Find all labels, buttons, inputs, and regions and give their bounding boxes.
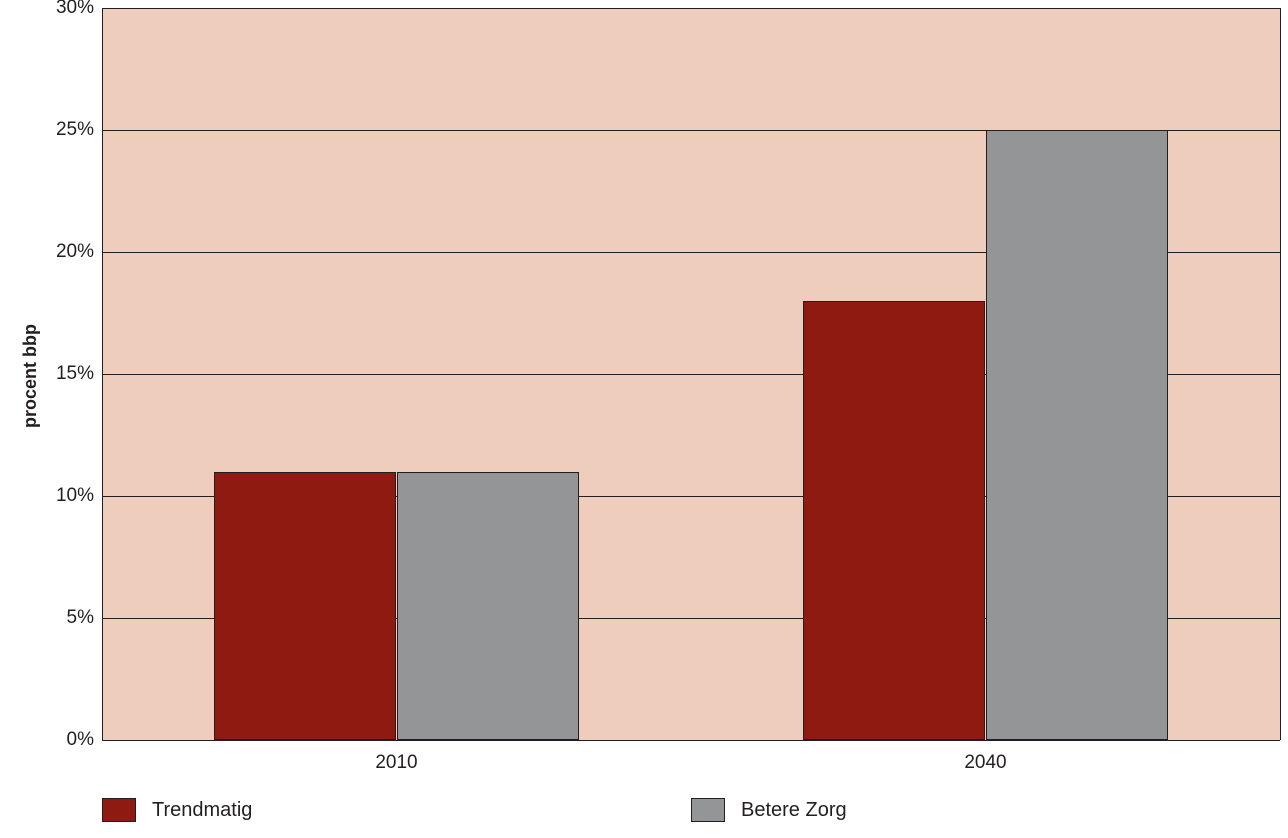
y-tick-label: 15% <box>24 363 94 385</box>
y-tick-label: 30% <box>24 0 94 19</box>
y-tick-label: 10% <box>24 485 94 507</box>
legend: Trendmatig Betere Zorg <box>102 798 1280 822</box>
legend-swatch <box>691 798 725 822</box>
y-tick-label: 0% <box>24 729 94 751</box>
y-tick-label: 25% <box>24 119 94 141</box>
legend-swatch <box>102 798 136 822</box>
bar <box>986 130 1169 740</box>
legend-label: Trendmatig <box>152 799 252 822</box>
x-axis-line <box>102 740 1280 741</box>
bar <box>214 472 397 740</box>
y-tick-label: 5% <box>24 607 94 629</box>
bar <box>397 472 580 740</box>
x-category-label: 2040 <box>926 752 1046 774</box>
x-category-label: 2010 <box>337 752 457 774</box>
plot-top-border <box>102 8 1280 9</box>
y-tick-label: 20% <box>24 241 94 263</box>
legend-label: Betere Zorg <box>741 799 847 822</box>
legend-item: Betere Zorg <box>691 798 1280 822</box>
legend-item: Trendmatig <box>102 798 691 822</box>
plot-right-border <box>1280 8 1281 740</box>
bar-chart: procent bbp 0%5%10%15%20%25%30% 20102040… <box>0 0 1288 838</box>
bar <box>803 301 986 740</box>
y-axis-line <box>102 8 103 740</box>
